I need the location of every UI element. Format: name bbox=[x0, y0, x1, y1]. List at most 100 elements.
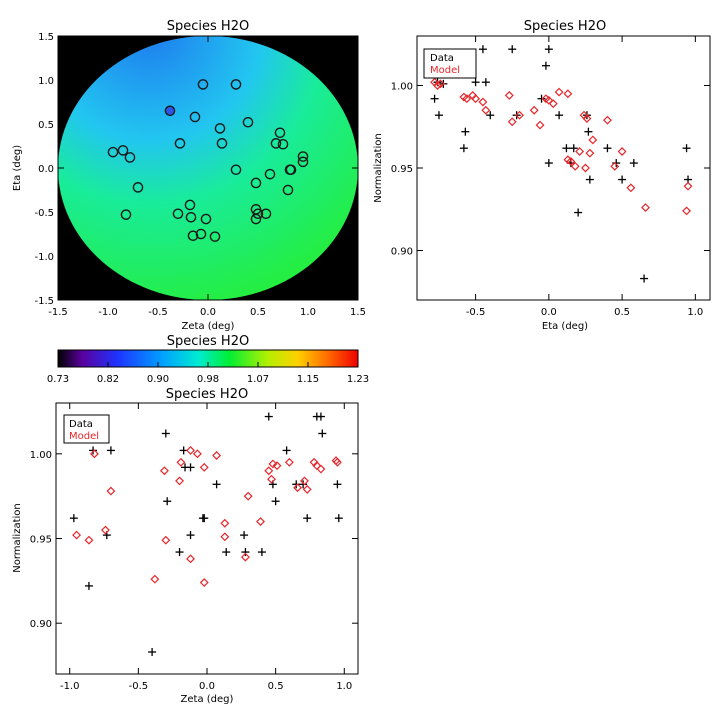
eta-model-point bbox=[683, 181, 693, 191]
eta-xtick-label: 0.5 bbox=[614, 307, 630, 318]
map-point bbox=[250, 213, 262, 225]
colorbar: Species H2O 0.73 0.82 0.90 0.98 1.07 1.15 1.23 bbox=[47, 334, 369, 385]
zeta-model-point bbox=[284, 457, 294, 467]
zeta-model-point bbox=[212, 451, 222, 460]
zeta-model-point bbox=[89, 449, 99, 459]
map-point bbox=[270, 138, 282, 149]
eta-data-point bbox=[508, 45, 517, 54]
zeta-model-point bbox=[175, 476, 184, 486]
map-point bbox=[252, 208, 264, 220]
eta-model-point bbox=[581, 163, 590, 173]
map-xtick-label: -1.0 bbox=[98, 307, 118, 318]
map-point bbox=[284, 164, 296, 176]
zeta-ytick-label: 1.00 bbox=[30, 450, 52, 461]
eta-data-point bbox=[434, 111, 443, 120]
eta-model-point bbox=[566, 156, 576, 166]
map-point bbox=[174, 138, 186, 149]
zeta-data-point bbox=[257, 548, 266, 557]
eta-model-point bbox=[575, 147, 585, 156]
zeta-plot-frame bbox=[55, 402, 359, 675]
zeta-data-point bbox=[89, 446, 98, 455]
eta-model-point bbox=[507, 117, 517, 127]
zeta-data-point bbox=[282, 446, 291, 455]
zeta-data-point bbox=[303, 514, 312, 523]
zeta-model-point bbox=[293, 483, 303, 493]
zeta-model-point bbox=[199, 462, 209, 472]
map-point bbox=[124, 152, 136, 163]
colorbar-tick-label: 1.07 bbox=[247, 374, 269, 385]
map-point bbox=[187, 230, 199, 242]
zeta-model-point bbox=[267, 474, 276, 484]
zeta-model-point bbox=[332, 457, 342, 467]
zeta-model-point bbox=[192, 449, 202, 459]
map-point bbox=[132, 182, 144, 193]
eta-data-point bbox=[544, 45, 553, 54]
zeta-model-point bbox=[100, 525, 110, 535]
zeta-model-point bbox=[264, 466, 274, 476]
zeta-model-point bbox=[272, 461, 282, 471]
map-ytick-label: -1.5 bbox=[34, 296, 54, 307]
map-ylabel: Eta (deg) bbox=[12, 145, 23, 191]
zeta-plot-title: Species H2O bbox=[166, 387, 248, 402]
zeta-model-point bbox=[220, 518, 230, 528]
zeta-data-point bbox=[318, 429, 327, 438]
zeta-legend-box bbox=[63, 414, 110, 444]
eta-data-point bbox=[541, 61, 550, 70]
eta-model-point bbox=[515, 110, 524, 120]
eta-data-point bbox=[459, 144, 468, 153]
zeta-model-point bbox=[316, 464, 326, 474]
map-point bbox=[277, 138, 289, 150]
map-point bbox=[200, 213, 212, 225]
eta-data-point bbox=[569, 144, 578, 153]
map-point bbox=[195, 228, 207, 240]
eta-data-point bbox=[612, 159, 621, 168]
map-point bbox=[189, 111, 201, 123]
map-point bbox=[264, 168, 276, 180]
zeta-model-point bbox=[72, 530, 82, 540]
eta-model-point bbox=[563, 89, 573, 99]
zeta-model-point bbox=[300, 476, 309, 486]
zeta-ytick-label: 0.95 bbox=[30, 535, 52, 546]
eta-legend-box bbox=[423, 48, 477, 79]
map-point bbox=[197, 79, 209, 90]
eta-legend-model: Model bbox=[430, 65, 460, 76]
eta-model-point bbox=[588, 135, 598, 145]
zeta-legend-data: Data bbox=[69, 419, 93, 430]
zeta-data-point bbox=[333, 480, 342, 489]
eta-model-point bbox=[603, 115, 612, 125]
zeta-data-point bbox=[240, 531, 249, 540]
zeta-data-point bbox=[316, 412, 325, 421]
zeta-xtick-label: -1.0 bbox=[60, 681, 80, 692]
zeta-xlabel: Zeta (deg) bbox=[181, 694, 234, 705]
map-point bbox=[242, 116, 254, 128]
map-point bbox=[282, 184, 294, 196]
map-point bbox=[209, 231, 221, 242]
zeta-ylabel: Normalization bbox=[12, 503, 23, 573]
eta-data-point bbox=[574, 208, 583, 217]
zeta-model-point bbox=[302, 484, 312, 494]
map-point bbox=[185, 211, 197, 223]
colorbar-tick-label: 0.90 bbox=[147, 374, 169, 385]
map-ytick-label: -0.5 bbox=[34, 208, 54, 219]
zeta-model-point bbox=[161, 535, 171, 545]
colorbar-tick-label: 0.82 bbox=[97, 374, 119, 385]
eta-xtick-label: -0.5 bbox=[466, 307, 486, 318]
zeta-xtick-label: 1.0 bbox=[336, 681, 352, 692]
eta-legend: Data Model bbox=[423, 48, 477, 79]
map-point bbox=[274, 127, 286, 139]
zeta-data-point bbox=[161, 429, 170, 438]
zeta-data-point bbox=[241, 548, 250, 557]
eta-legend-data: Data bbox=[430, 53, 454, 64]
map-field bbox=[58, 36, 358, 300]
map-xtick-label: 0.5 bbox=[250, 307, 266, 318]
map-point bbox=[214, 123, 226, 134]
map-point bbox=[172, 208, 184, 220]
colorbar-title: Species H2O bbox=[167, 334, 249, 349]
eta-data-point bbox=[461, 127, 470, 136]
zeta-model-point bbox=[106, 486, 116, 496]
map-xtick-label: -1.5 bbox=[48, 307, 68, 318]
eta-xtick-label: 1.0 bbox=[687, 307, 703, 318]
map-point bbox=[230, 164, 242, 176]
zeta-panel: Species H2O -1.0 -0.5 0.0 0.5 1.0 0.90 0.95 1.0… bbox=[12, 387, 359, 705]
zeta-data-point bbox=[69, 514, 78, 523]
